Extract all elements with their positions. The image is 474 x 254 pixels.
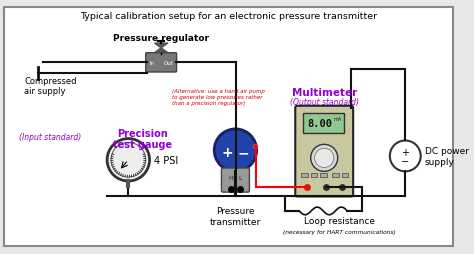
- Text: Multimeter: Multimeter: [292, 88, 357, 98]
- Text: Precision
test gauge: Precision test gauge: [113, 128, 173, 150]
- Text: (Output standard): (Output standard): [290, 98, 359, 107]
- Circle shape: [315, 149, 334, 168]
- Text: H: H: [228, 175, 233, 180]
- Text: +: +: [401, 148, 409, 157]
- FancyBboxPatch shape: [221, 168, 249, 192]
- Text: Loop resistance: Loop resistance: [304, 216, 375, 225]
- Circle shape: [214, 129, 256, 172]
- Bar: [310, 174, 318, 178]
- Circle shape: [111, 143, 146, 178]
- Text: 4 PSI: 4 PSI: [155, 155, 179, 165]
- Text: +: +: [222, 146, 234, 160]
- Text: mA: mA: [333, 117, 342, 122]
- Text: Compressed
air supply: Compressed air supply: [24, 76, 77, 96]
- Polygon shape: [155, 49, 168, 54]
- Text: DC power
supply: DC power supply: [425, 147, 469, 166]
- Bar: [320, 174, 327, 178]
- FancyBboxPatch shape: [295, 106, 353, 197]
- Text: (Input standard): (Input standard): [19, 133, 82, 141]
- Text: 8.00: 8.00: [308, 119, 332, 129]
- Text: Typical calibration setup for an electronic pressure transmitter: Typical calibration setup for an electro…: [80, 11, 377, 21]
- Text: In: In: [150, 61, 155, 66]
- Polygon shape: [155, 44, 168, 49]
- Text: −: −: [401, 156, 410, 166]
- Text: −: −: [237, 146, 249, 160]
- Bar: [342, 174, 348, 178]
- Text: L: L: [238, 175, 242, 180]
- Text: (Alternative: use a hand air pump
to generate low pressures rather
than a precis: (Alternative: use a hand air pump to gen…: [172, 89, 264, 106]
- Circle shape: [390, 141, 421, 172]
- Text: (necessary for HART communications): (necessary for HART communications): [283, 229, 396, 234]
- Circle shape: [107, 139, 150, 181]
- Circle shape: [310, 145, 337, 172]
- Text: Pressure
transmitter: Pressure transmitter: [210, 206, 261, 226]
- Text: Pressure regulator: Pressure regulator: [113, 34, 209, 43]
- Bar: [301, 174, 308, 178]
- Bar: [332, 174, 339, 178]
- Text: Out: Out: [164, 61, 174, 66]
- FancyBboxPatch shape: [146, 54, 177, 73]
- Bar: [303, 114, 344, 133]
